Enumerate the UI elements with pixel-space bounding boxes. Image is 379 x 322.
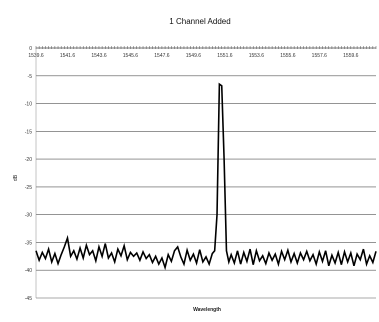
y-tick-label: -35 (25, 240, 32, 246)
x-tick-label: 1555.6 (280, 53, 296, 59)
y-tick-label: -45 (25, 296, 32, 302)
x-tick-label: 1541.6 (60, 53, 76, 59)
x-tick-label: 1557.6 (312, 53, 328, 59)
series-line (35, 82, 377, 271)
x-tick-label: 1553.6 (249, 53, 265, 59)
y-axis-label: dB (13, 174, 19, 181)
chart-title: 1 Channel Added (169, 17, 230, 26)
x-tick-label: 1559.6 (343, 53, 359, 59)
y-tick-label: 0 (29, 46, 32, 52)
grid-lines (36, 75, 376, 299)
x-tick-label: 1551.6 (217, 53, 233, 59)
x-axis: 1539.6 1541.6 1543.6 1545.6 1547.6 1549.6 1551… (28, 46, 377, 59)
x-axis-label: Wavelength (193, 307, 221, 313)
y-tick-label: -5 (28, 74, 33, 80)
x-tick-label: 1543.6 (91, 53, 107, 59)
x-tick-label: 1549.6 (186, 53, 202, 59)
y-tick-label: -25 (25, 185, 32, 191)
y-axis: 0 -5 -10 -15 -20 -25 -30 -35 -40 -45 (25, 46, 37, 302)
y-tick-label: -30 (25, 213, 32, 219)
y-tick-label: -40 (25, 268, 32, 274)
x-tick-label: 1545.6 (123, 53, 139, 59)
y-tick-label: -20 (25, 157, 32, 163)
y-tick-label: -10 (25, 102, 32, 108)
y-tick-label: -15 (25, 129, 32, 135)
x-tick-label: 1547.6 (154, 53, 170, 59)
